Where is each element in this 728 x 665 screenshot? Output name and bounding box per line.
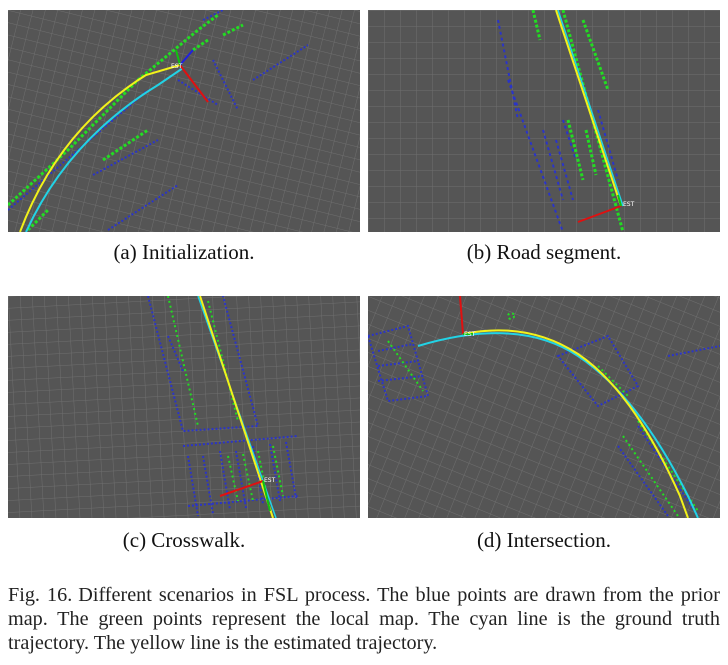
figure-label: Fig. 16. — [8, 584, 73, 606]
estimated-trajectory — [555, 10, 622, 207]
local-map-points — [167, 296, 284, 502]
panel-initialization: EST — [8, 10, 360, 232]
pose-axes — [577, 194, 622, 223]
crosswalk-scene: EST — [8, 296, 360, 518]
initialization-scene: EST — [8, 10, 360, 232]
subcaption-road-segment: (b) Road segment. — [466, 240, 622, 264]
pose-axes — [459, 296, 473, 335]
panel-road-segment: EST — [368, 10, 720, 232]
ground-truth-trajectory — [557, 10, 624, 207]
grid — [8, 10, 360, 232]
prior-map-points — [497, 19, 619, 232]
road-segment-scene: EST — [368, 10, 720, 232]
grid — [368, 296, 720, 518]
panel-intersection: EST — [368, 296, 720, 518]
subcaption-initialization: (a) Initialization. — [113, 240, 255, 264]
local-map-points — [531, 10, 625, 232]
subcaption-intersection: (d) Intersection. — [476, 528, 612, 552]
pose-marker-label: EST — [464, 331, 476, 338]
subcaption-crosswalk: (c) Crosswalk. — [122, 528, 246, 552]
figure-caption-text: Different scenarios in FSL process. The … — [8, 584, 720, 654]
pose-marker-label: EST — [623, 201, 635, 208]
estimated-trajectory — [462, 329, 689, 518]
panel-crosswalk: EST — [8, 296, 360, 518]
grid — [8, 296, 360, 518]
ground-truth-trajectory — [25, 67, 184, 232]
intersection-scene: EST — [368, 296, 720, 518]
ground-truth-trajectory — [417, 332, 699, 518]
figure-caption: Fig. 16. Different scenarios in FSL proce… — [8, 583, 720, 655]
pose-axes — [175, 49, 209, 103]
prior-map-points — [147, 296, 299, 517]
pose-axes — [219, 480, 271, 512]
prior-map-points — [368, 324, 720, 517]
grid — [368, 10, 720, 232]
estimated-trajectory — [19, 64, 181, 232]
pose-marker-label: EST — [264, 477, 276, 484]
pose-marker-label: EST — [171, 63, 183, 70]
